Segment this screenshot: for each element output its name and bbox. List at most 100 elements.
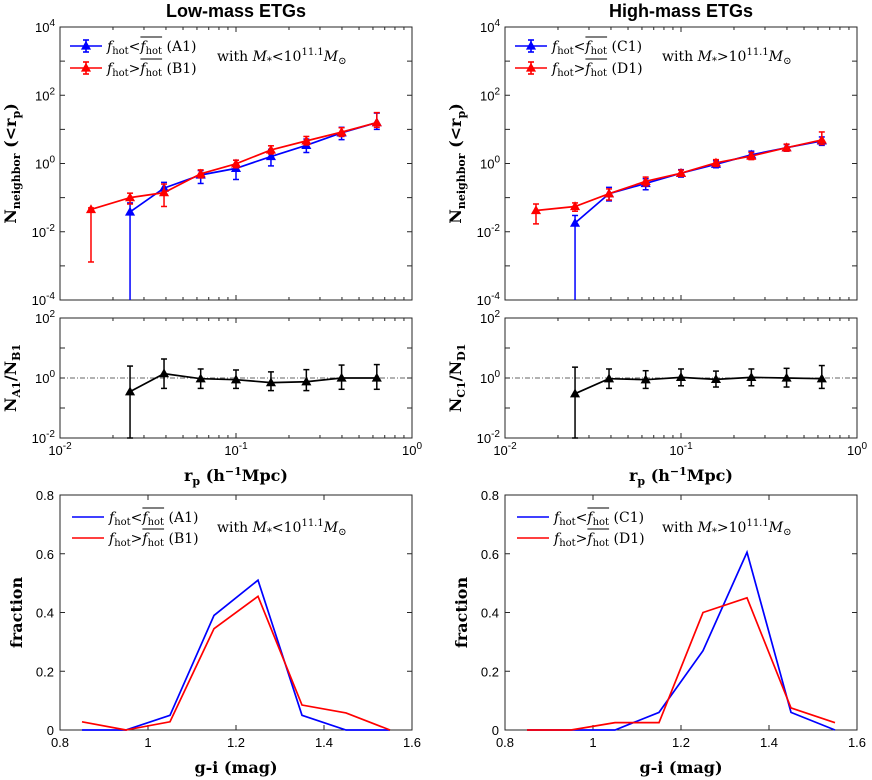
data-point-D1 [781,142,792,152]
legend-label: fhot<fhot (A1) [106,39,196,57]
y-tick-label: 0.8 [36,488,54,503]
data-point-ratio [675,372,687,382]
y-tick-label: 0.8 [481,488,499,503]
x-tick-label: 0.8 [51,735,69,750]
x-tick-label: 1.2 [227,735,245,750]
y-tick-label: 102 [35,86,55,103]
y-tick-label: 100 [35,369,55,386]
data-point-ratio [710,374,722,384]
x-axis-label: g-i (mag) [194,758,277,777]
x-tick-label: 100 [847,441,867,458]
x-tick-label: 1.4 [760,735,778,750]
y-tick-label: 10-4 [477,291,501,308]
y-tick-label: 10-2 [477,223,501,240]
panel-lm_top: 10-4 10-2 100 102 104 Low-mass ETGs Nneighbor … [1,1,413,308]
y-axis-label: Nneighbor (<rp) [1,103,23,224]
y-tick-label: 0.2 [481,664,499,679]
data-point-ratio [746,372,757,382]
y-tick-label: 100 [480,155,500,172]
x-tick-label: 1 [589,735,596,750]
hist-line-C1 [527,549,836,731]
legend-label: fhot<fhot (C1) [553,510,644,528]
x-tick-label: 1.6 [848,735,866,750]
mass-annotation: with M*<1011.1M⊙ [217,518,346,538]
x-tick-label: 1 [144,735,151,750]
series-line-ratio [574,376,822,395]
y-tick-label: 10-2 [32,223,56,240]
y-tick-label: 10-2 [32,429,56,446]
legend-box [66,33,210,81]
legend-label: fhot>fhot (B1) [106,61,197,79]
panel-lm_hist: 0.8 1 1.2 1.4 1.6 0 0.2 0.4 0.6 0.8 fraction g-i (m… [7,488,421,777]
x-tick-label: 10-2 [493,441,517,458]
mass-annotation: with M*>1011.1M⊙ [662,518,791,538]
data-point-A1 [265,151,277,161]
data-point-D1 [530,205,542,215]
y-axis-label: fraction [7,577,26,649]
y-axis-label: fraction [452,577,471,649]
x-tick-label: 100 [402,441,422,458]
data-point-B1 [158,187,170,197]
y-tick-label: 104 [35,18,55,35]
x-tick-label: 10-2 [48,441,72,458]
y-tick-label: 0.6 [36,547,54,562]
x-tick-label: 10-1 [224,441,248,458]
y-tick-label: 0 [492,723,499,738]
panel-title: High-mass ETGs [609,1,753,21]
data-point-ratio [195,373,206,383]
x-axis-label: rp (h−1Mpc) [629,465,733,488]
data-point-B1 [265,144,277,154]
y-tick-label: 0.4 [36,606,54,621]
panel-hm_ratio: 10-2 100 102 10-2 10-1 100 NC1/ND1 rp (h−1Mpc) [446,309,867,488]
legend-box [511,503,647,551]
y-tick-label: 0.6 [481,547,499,562]
data-point-ratio [603,373,615,383]
legend-box [66,503,202,551]
panel-title: Low-mass ETGs [166,1,306,21]
series-line-A1 [129,121,378,213]
data-point-ratio [230,374,242,384]
x-tick-label: 0.8 [496,735,514,750]
data-point-B1 [195,168,206,178]
hist-line-A1 [82,578,390,731]
legend-marker [80,40,92,50]
series-line-ratio [129,372,377,393]
data-point-B1 [85,204,97,214]
legend-box [511,33,655,81]
y-tick-label: 10-4 [32,291,56,308]
data-point-B1 [124,192,136,202]
data-point-B1 [301,135,312,145]
y-tick-label: 102 [480,86,500,103]
data-point-D1 [603,188,615,198]
y-tick-label: 100 [480,369,500,386]
data-point-D1 [816,134,827,144]
legend-label: fhot>fhot (D1) [553,531,645,549]
data-point-A1 [124,206,136,216]
y-tick-label: 0.4 [481,606,499,621]
data-point-D1 [746,150,757,160]
mass-annotation: with M*>1011.1M⊙ [662,47,791,67]
data-point-D1 [675,167,687,177]
data-point-ratio [569,388,581,398]
legend-label: fhot>fhot (D1) [551,61,643,79]
y-axis-label: Nneighbor (<rp) [446,103,468,224]
data-point-B1 [336,126,347,136]
x-tick-label: 10-1 [669,441,693,458]
legend-marker [80,62,92,72]
data-point-ratio [781,372,792,382]
x-axis-label: rp (h−1Mpc) [184,465,288,488]
y-axis-label: NA1/NB1 [1,344,23,412]
panel-hm_top: 10-4 10-2 100 102 104 High-mass ETGs Nneighbor… [446,1,858,308]
data-point-ratio [816,373,827,383]
data-point-ratio [640,374,651,384]
y-tick-label: 102 [480,309,500,326]
data-point-ratio [371,372,382,382]
legend-label: fhot<fhot (A1) [108,510,198,528]
legend-label: fhot>fhot (B1) [108,531,199,549]
hist-line-B1 [81,595,391,731]
panel-lm_ratio: 10-2 100 102 10-2 10-1 100 NA1/NB1 rp (h−1Mpc) [1,309,422,488]
data-point-D1 [640,176,651,185]
x-tick-label: 1.4 [315,735,333,750]
hist-line-D1 [527,596,836,731]
